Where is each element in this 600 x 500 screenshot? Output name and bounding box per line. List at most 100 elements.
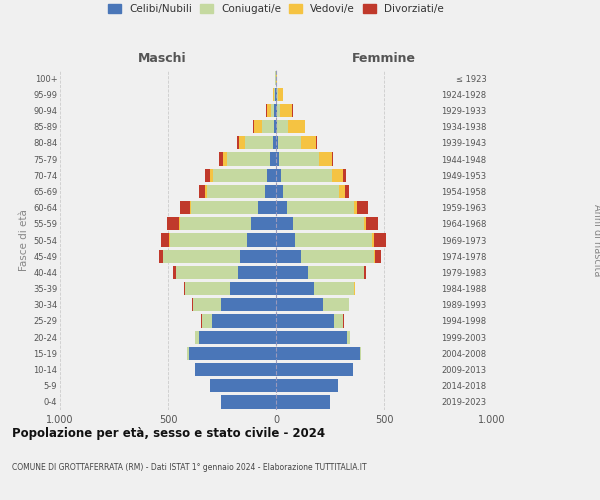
Bar [276,346,360,360]
Bar [287,120,305,134]
Bar [188,346,276,360]
Bar [287,201,354,214]
Bar [276,152,278,166]
Text: Anni di nascita: Anni di nascita [592,204,600,276]
Bar [247,234,276,246]
Bar [212,314,276,328]
Bar [163,250,241,263]
Bar [270,152,276,166]
Bar [275,88,276,101]
Bar [272,136,276,149]
Bar [277,120,287,134]
Bar [347,330,350,344]
Bar [283,185,338,198]
Bar [230,282,276,295]
Bar [214,168,267,182]
Legend: Celibi/Nubili, Coniugati/e, Vedovi/e, Divorziati/e: Celibi/Nubili, Coniugati/e, Vedovi/e, Di… [105,0,447,17]
Bar [271,104,274,117]
Text: COMUNE DI GROTTAFERRATA (RM) - Dati ISTAT 1° gennaio 2024 - Elaborazione TUTTITA: COMUNE DI GROTTAFERRATA (RM) - Dati ISTA… [12,462,367,471]
Bar [202,314,212,328]
Bar [332,168,343,182]
Bar [276,136,278,149]
Bar [190,201,191,214]
Bar [314,282,354,295]
Bar [221,396,276,408]
Bar [274,88,275,101]
Bar [276,104,277,117]
Bar [170,234,247,246]
Bar [319,152,332,166]
Bar [276,168,281,182]
Bar [276,314,334,328]
Bar [238,266,276,279]
Bar [293,217,364,230]
Text: Maschi: Maschi [137,52,187,65]
Bar [274,104,276,117]
Bar [187,346,188,360]
Bar [254,120,262,134]
Bar [167,217,179,230]
Bar [295,234,373,246]
Bar [199,330,276,344]
Bar [276,363,353,376]
Bar [276,234,295,246]
Bar [179,217,251,230]
Bar [343,168,346,182]
Bar [276,250,301,263]
Bar [223,152,227,166]
Bar [159,250,163,263]
Bar [338,185,344,198]
Bar [277,104,280,117]
Bar [257,201,276,214]
Bar [176,266,238,279]
Bar [199,185,205,198]
Bar [281,168,332,182]
Bar [239,136,245,149]
Bar [227,152,270,166]
Bar [193,298,221,312]
Bar [220,152,223,166]
Bar [237,136,239,149]
Bar [276,396,329,408]
Text: Femmine: Femmine [352,52,416,65]
Bar [316,136,317,149]
Bar [207,185,265,198]
Bar [196,330,199,344]
Bar [374,234,386,246]
Bar [376,250,382,263]
Bar [357,201,368,214]
Bar [364,266,366,279]
Bar [278,88,283,101]
Bar [373,234,374,246]
Bar [276,330,347,344]
Bar [292,104,293,117]
Bar [276,185,283,198]
Bar [245,136,272,149]
Text: Popolazione per età, sesso e stato civile - 2024: Popolazione per età, sesso e stato civil… [12,428,325,440]
Bar [344,185,349,198]
Bar [205,185,207,198]
Bar [276,88,277,101]
Bar [210,379,276,392]
Bar [169,234,170,246]
Bar [278,136,301,149]
Bar [364,217,366,230]
Bar [276,120,277,134]
Bar [195,363,276,376]
Bar [334,314,343,328]
Bar [276,266,308,279]
Bar [301,136,316,149]
Bar [262,120,274,134]
Bar [205,168,210,182]
Bar [253,120,254,134]
Bar [173,266,176,279]
Bar [191,201,257,214]
Bar [354,201,357,214]
Bar [267,104,271,117]
Bar [366,217,379,230]
Bar [180,201,190,214]
Bar [276,379,338,392]
Bar [277,88,278,101]
Bar [265,185,276,198]
Bar [276,201,287,214]
